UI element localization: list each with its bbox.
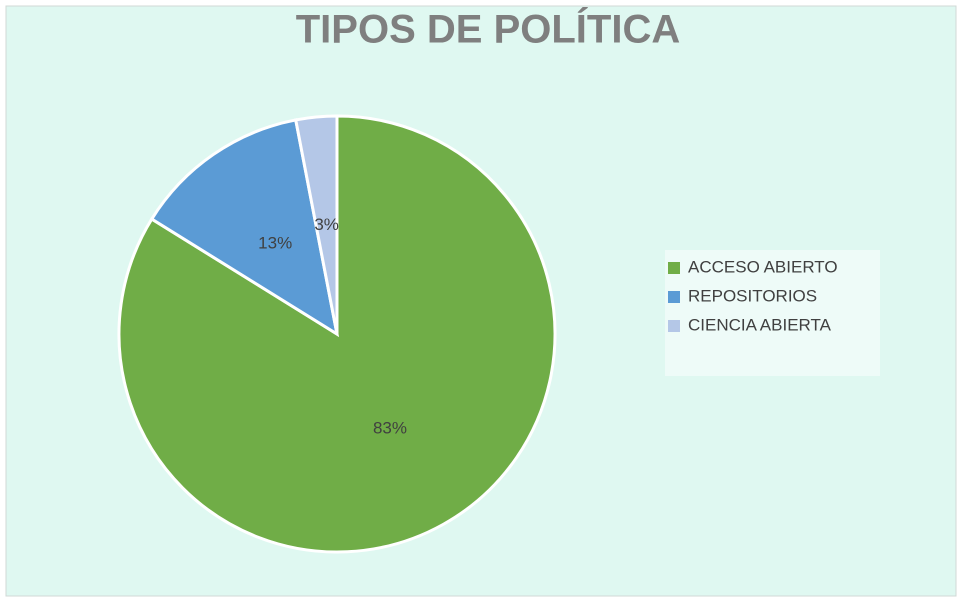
pie-slice — [149, 118, 340, 338]
legend-swatch — [668, 320, 680, 332]
pie-slice — [293, 114, 339, 335]
legend-swatch — [668, 291, 680, 303]
data-label: 3% — [314, 215, 339, 234]
chart-title: TIPOS DE POLÍTICA — [296, 7, 680, 52]
data-label: 83% — [373, 419, 407, 438]
legend-label: REPOSITORIOS — [688, 286, 817, 305]
legend-label: ACCESO ABIERTO — [688, 257, 838, 276]
legend-label: CIENCIA ABIERTA — [688, 315, 832, 334]
data-label: 13% — [258, 234, 292, 253]
legend-swatch — [668, 262, 680, 274]
legend-box — [665, 250, 880, 376]
